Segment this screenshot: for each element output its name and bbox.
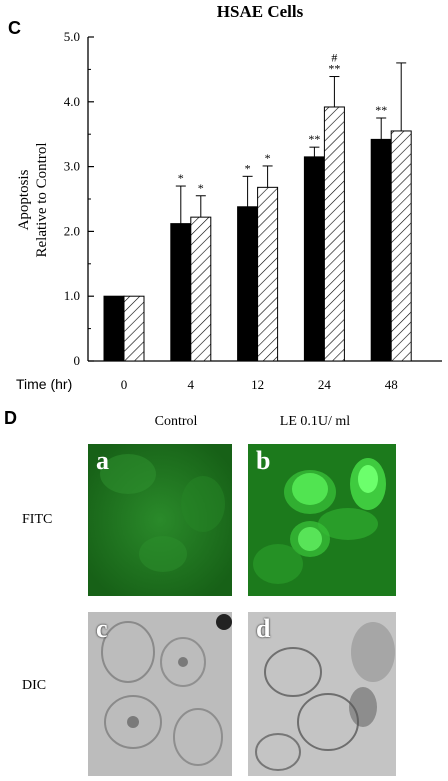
micrograph-b-fitc-le: b bbox=[248, 444, 396, 596]
micrograph-label-a: a bbox=[96, 446, 109, 475]
y-tick-label: 5.0 bbox=[64, 29, 80, 44]
significance-marker: ** bbox=[308, 132, 320, 146]
row-label-fitc: FITC bbox=[22, 512, 53, 527]
bar bbox=[323, 106, 345, 362]
bar-chart: HSAE Cells 0 1.0 2.0 3.0 4.0 5.0 Apoptosis Relat… bbox=[16, 2, 442, 392]
x-tick-label: 48 bbox=[385, 377, 398, 392]
significance-marker: * bbox=[178, 171, 184, 185]
y-tick-label: 1.0 bbox=[64, 288, 80, 303]
x-tick-label: 24 bbox=[318, 377, 332, 392]
significance-marker: * bbox=[245, 161, 251, 175]
bar bbox=[370, 138, 392, 362]
micrograph-c-dic-control: c bbox=[88, 612, 232, 776]
bar bbox=[237, 206, 259, 362]
significance-marker: * bbox=[265, 151, 271, 165]
x-tick-label: 12 bbox=[251, 377, 264, 392]
micrograph-label-d: d bbox=[256, 614, 271, 643]
column-label-control: Control bbox=[154, 414, 198, 429]
y-axis-label-line2: Relative to Control bbox=[34, 143, 50, 258]
x-tick-label: 4 bbox=[188, 377, 195, 392]
bar bbox=[257, 186, 279, 362]
x-tick-label: 0 bbox=[121, 377, 128, 392]
column-label-le: LE 0.1U/ ml bbox=[279, 414, 351, 429]
significance-marker: * bbox=[198, 181, 204, 195]
y-tick-label: 4.0 bbox=[64, 94, 80, 109]
significance-marker: ** bbox=[328, 62, 340, 76]
bar bbox=[103, 295, 125, 362]
bar bbox=[170, 223, 192, 362]
micrograph-label-c: c bbox=[96, 614, 108, 643]
bar bbox=[390, 130, 412, 362]
significance-marker: # bbox=[331, 51, 337, 65]
bar bbox=[190, 216, 212, 362]
micrograph-d-dic-le: d bbox=[248, 612, 396, 776]
bar bbox=[123, 295, 145, 362]
y-tick-label: 3.0 bbox=[64, 159, 80, 174]
panel-d-letter: D bbox=[4, 408, 17, 428]
y-tick-label: 0 bbox=[74, 353, 81, 368]
y-axis-label-line1: Apoptosis bbox=[16, 169, 32, 230]
micrograph-a-fitc-control: a bbox=[88, 444, 232, 596]
panel-c-letter: C bbox=[8, 18, 21, 38]
row-label-dic: DIC bbox=[22, 678, 47, 693]
significance-marker: ** bbox=[375, 103, 387, 117]
micrograph-label-b: b bbox=[256, 446, 271, 475]
bar bbox=[303, 156, 325, 362]
x-axis-label: Time (hr) bbox=[16, 376, 72, 392]
chart-title: HSAE Cells bbox=[217, 2, 304, 21]
y-tick-label: 2.0 bbox=[64, 223, 80, 238]
